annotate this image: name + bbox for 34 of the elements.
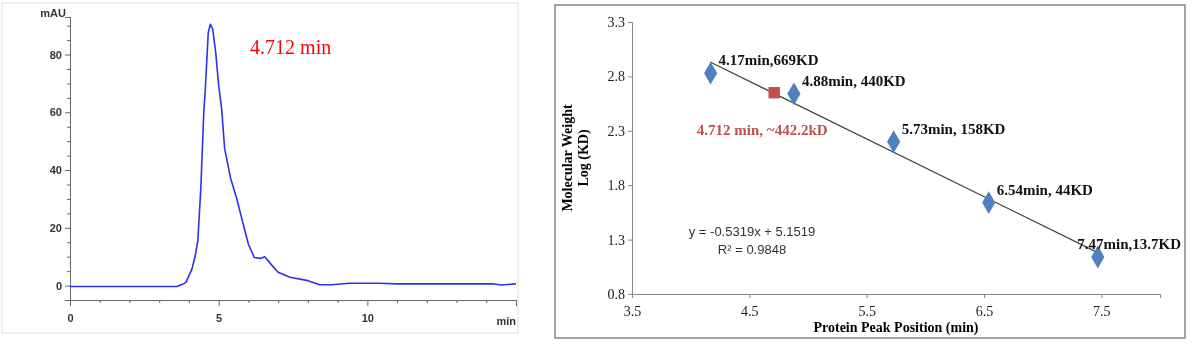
x-tick-label: 7.5	[1093, 304, 1111, 320]
x-tick-label: 0	[67, 312, 74, 325]
x-axis-title: min	[496, 315, 517, 327]
x-tick-label: 6.5	[975, 304, 994, 320]
annotation: 6.54min, 44KD	[996, 181, 1094, 198]
y-axis-title: mAU	[40, 7, 67, 19]
y-tick-label: 80	[49, 48, 62, 61]
y-tick-label: 3.3	[607, 14, 625, 30]
annotation: 7.47min,13.7KD	[1077, 236, 1182, 253]
line-series	[70, 23, 516, 288]
x-tick-label: 5.5	[858, 304, 876, 320]
annotation: R² = 0.9848	[717, 242, 787, 257]
x-tick-label: 3.5	[623, 304, 642, 320]
y-tick-label: 1.3	[607, 232, 625, 248]
y-tick-label: 20	[49, 221, 62, 234]
annotation: 4.712 min, ~442.2kD	[696, 121, 828, 138]
point	[768, 87, 780, 99]
y-tick-label: 60	[49, 106, 62, 119]
x-tick-label: 4.5	[741, 304, 759, 320]
y-axis-title: Molecular Weight Log (KD)	[560, 104, 593, 212]
annotation: 4.88min, 440KD	[801, 72, 906, 89]
y-tick-label: 1.8	[607, 178, 625, 194]
y-tick-label: 2.3	[607, 123, 625, 139]
x-tick-label: 10	[361, 312, 374, 325]
annotation: y = -0.5319x + 5.1519	[688, 224, 816, 239]
y-tick-label: 0.8	[607, 286, 625, 302]
annotation: 5.73min, 158KD	[901, 120, 1006, 137]
y-tick-label: 40	[49, 164, 62, 177]
x-axis-title: Protein Peak Position (min)	[813, 320, 979, 336]
y-tick-label: 2.8	[607, 69, 625, 85]
x-tick-label: 5	[216, 312, 223, 325]
y-tick-label: 0	[55, 279, 62, 292]
annotation: 4.17min,669KD	[718, 52, 819, 69]
annotation: 4.712 min	[250, 36, 332, 59]
